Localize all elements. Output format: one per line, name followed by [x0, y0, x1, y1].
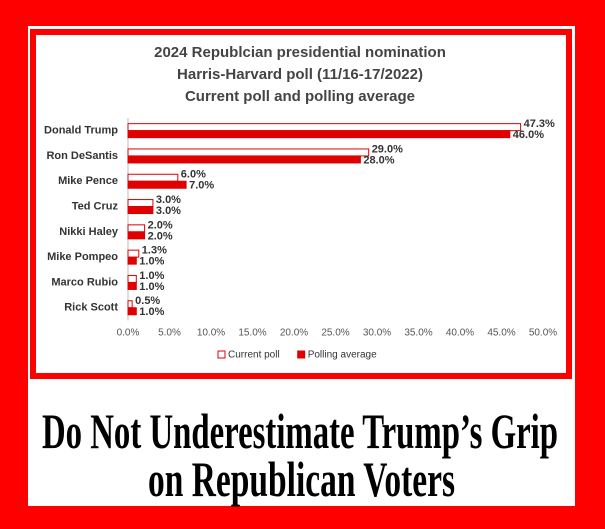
bar — [127, 155, 361, 164]
x-tick-label: 30.0% — [363, 328, 391, 339]
legend-swatch — [217, 350, 226, 359]
bar — [127, 130, 511, 139]
bar — [127, 249, 140, 258]
bar — [127, 123, 522, 132]
value-label: 1.0% — [139, 256, 164, 268]
bar — [127, 281, 137, 290]
x-tick-label: 45.0% — [487, 328, 515, 339]
legend-swatch — [297, 350, 306, 359]
x-tick-label: 25.0% — [321, 328, 349, 339]
value-label: 7.0% — [189, 180, 214, 192]
x-tick-label: 50.0% — [529, 328, 557, 339]
value-label: 29.0% — [372, 143, 403, 155]
category-label: Rick Scott — [64, 302, 118, 314]
bar — [127, 307, 137, 316]
value-label: 46.0% — [513, 129, 544, 141]
legend-label: Polling average — [308, 350, 377, 361]
bar — [127, 148, 370, 157]
chart-frame — [30, 29, 572, 379]
x-tick-label: 15.0% — [238, 328, 266, 339]
category-label: Donald Trump — [44, 125, 118, 137]
bar — [127, 224, 146, 233]
bar — [127, 256, 137, 265]
chart-title: 2024 Republcian presidential nomination — [154, 44, 446, 61]
bar — [127, 300, 133, 309]
value-label: 0.5% — [135, 295, 160, 307]
bar — [127, 180, 187, 189]
x-tick-label: 10.0% — [197, 328, 225, 339]
bar — [127, 274, 137, 283]
headline: on Republican Voters — [148, 451, 455, 507]
x-tick-label: 40.0% — [446, 328, 474, 339]
chart-title: Harris-Harvard poll (11/16-17/2022) — [177, 66, 423, 83]
chart-title: Current poll and polling average — [185, 88, 415, 105]
value-label: 2.0% — [148, 219, 173, 231]
value-label: 1.0% — [139, 281, 164, 293]
x-tick-label: 5.0% — [158, 328, 181, 339]
category-label: Marco Rubio — [51, 276, 118, 288]
x-tick-label: 0.0% — [117, 328, 140, 339]
value-label: 28.0% — [363, 154, 394, 166]
category-label: Ron DeSantis — [46, 150, 118, 162]
legend-label: Current poll — [228, 350, 280, 361]
bar — [127, 206, 154, 215]
value-label: 3.0% — [156, 194, 181, 206]
headline: Do Not Underestimate Trump’s Grip — [42, 403, 558, 459]
value-label: 3.0% — [156, 205, 181, 217]
x-tick-label: 20.0% — [280, 328, 308, 339]
value-label: 1.0% — [139, 270, 164, 282]
value-label: 47.3% — [524, 118, 555, 130]
bar — [127, 199, 154, 208]
value-label: 6.0% — [181, 169, 206, 181]
value-label: 1.3% — [142, 245, 167, 257]
category-label: Mike Pence — [58, 175, 118, 187]
category-label: Mike Pompeo — [47, 251, 118, 263]
x-tick-label: 35.0% — [404, 328, 432, 339]
category-label: Ted Cruz — [72, 200, 119, 212]
value-label: 1.0% — [139, 306, 164, 318]
bar — [127, 231, 146, 240]
value-label: 2.0% — [148, 230, 173, 242]
bar — [127, 173, 179, 182]
category-label: Nikki Haley — [59, 226, 119, 238]
